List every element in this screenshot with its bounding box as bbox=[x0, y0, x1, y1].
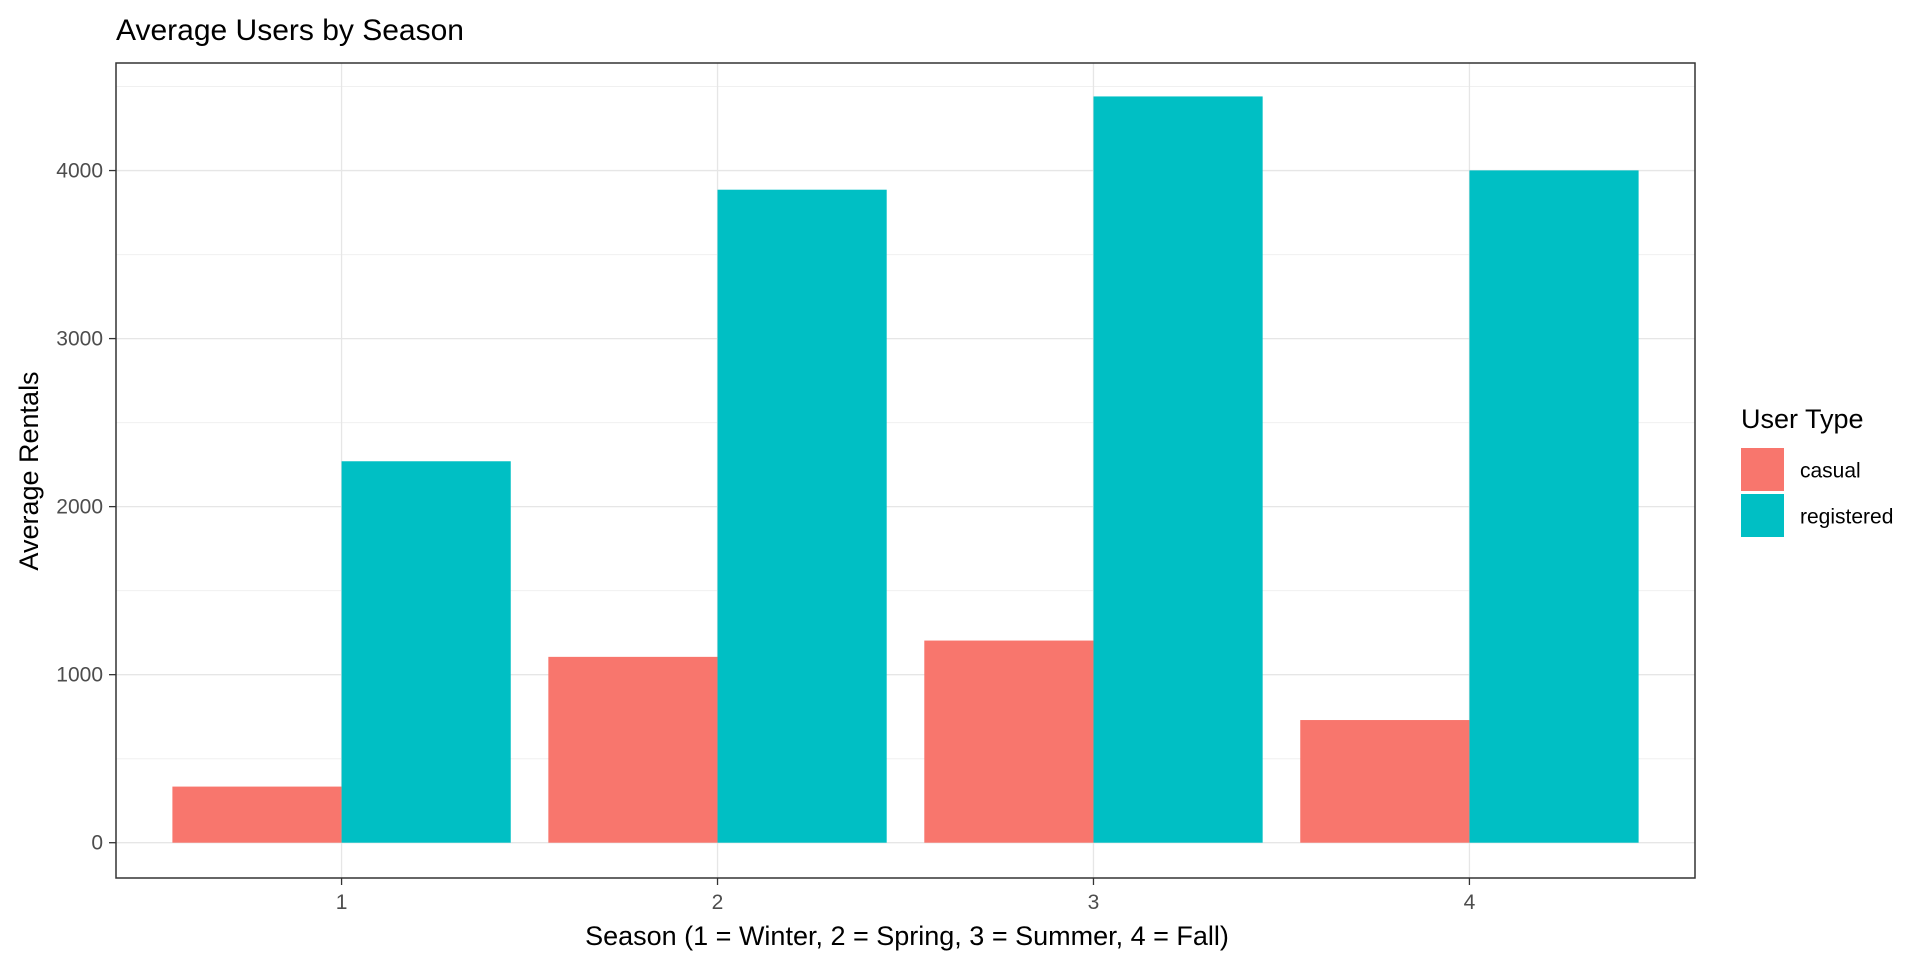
y-tick-label: 2000 bbox=[56, 496, 103, 519]
bar-registered-season-4 bbox=[1469, 170, 1639, 843]
legend: User Type casual registered bbox=[1741, 404, 1893, 537]
x-tick-label: 2 bbox=[712, 891, 724, 914]
x-tick-label: 3 bbox=[1088, 891, 1100, 914]
bar-casual-season-1 bbox=[172, 786, 342, 843]
legend-key-registered bbox=[1741, 494, 1784, 537]
bar-casual-season-4 bbox=[1300, 720, 1470, 843]
y-axis-ticks: 0 1000 2000 3000 4000 bbox=[56, 160, 116, 855]
legend-label-registered: registered bbox=[1800, 506, 1893, 529]
legend-title: User Type bbox=[1741, 404, 1864, 434]
x-axis-title: Season (1 = Winter, 2 = Spring, 3 = Summ… bbox=[585, 921, 1229, 951]
bar-registered-season-2 bbox=[717, 189, 887, 843]
x-tick-label: 1 bbox=[336, 891, 348, 914]
chart-title: Average Users by Season bbox=[116, 14, 464, 47]
y-tick-label: 4000 bbox=[56, 160, 103, 183]
x-axis-ticks: 1 2 3 4 bbox=[336, 878, 1476, 914]
x-tick-label: 4 bbox=[1464, 891, 1476, 914]
y-tick-label: 0 bbox=[91, 832, 103, 855]
bar-casual-season-2 bbox=[548, 656, 718, 843]
bar-casual-season-3 bbox=[924, 640, 1094, 843]
bars bbox=[172, 96, 1639, 843]
y-axis-title: Average Rentals bbox=[14, 371, 44, 570]
legend-label-casual: casual bbox=[1800, 460, 1861, 483]
bar-registered-season-3 bbox=[1093, 96, 1263, 843]
legend-key-casual bbox=[1741, 448, 1784, 491]
panel-border bbox=[115, 62, 1696, 879]
y-tick-label: 1000 bbox=[56, 664, 103, 687]
plot-panel bbox=[115, 62, 1696, 879]
y-tick-label: 3000 bbox=[56, 328, 103, 351]
bar-registered-season-1 bbox=[341, 461, 511, 843]
